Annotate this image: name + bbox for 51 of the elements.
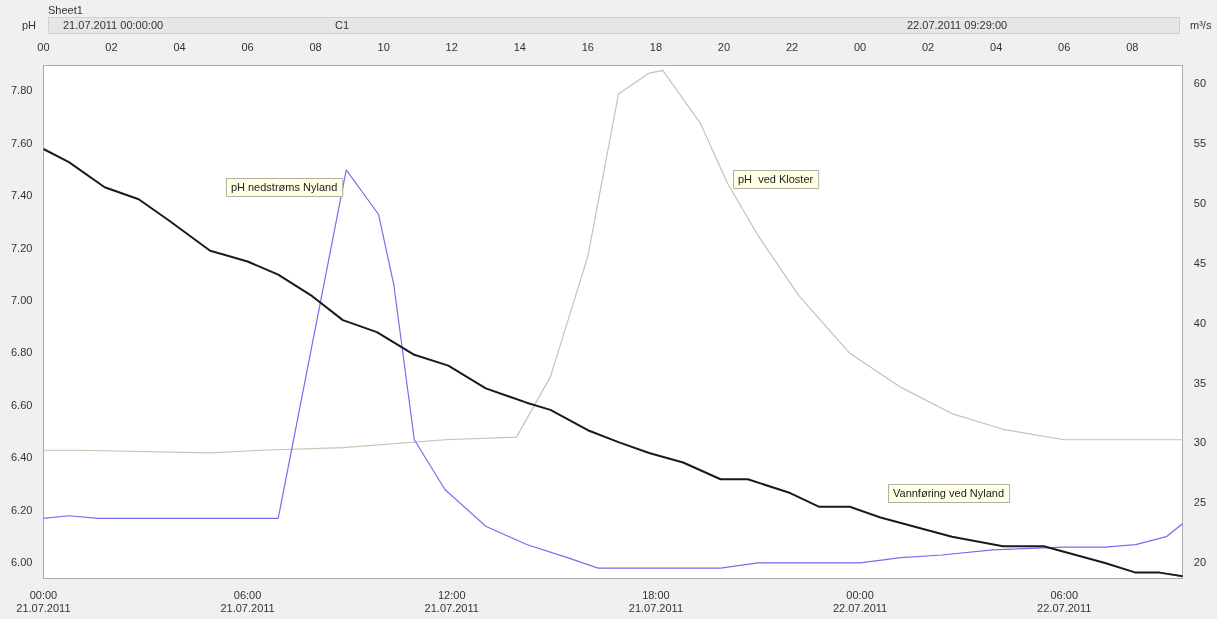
y-tick-label: 6.60 (10, 398, 33, 411)
y2-tick-label: 60 (1193, 77, 1207, 90)
x-tick-label: 06:00 22.07.2011 (1037, 589, 1092, 615)
x2-tick-label: 14 (513, 40, 526, 53)
chart-title: Sheet1 (48, 4, 83, 16)
y2-tick-label: 30 (1193, 436, 1207, 449)
x2-tick-label: 00 (853, 40, 867, 53)
x-tick-label: 00:00 22.07.2011 (832, 589, 888, 615)
x2-tick-label: 08 (309, 40, 322, 53)
y-tick-label: 7.40 (10, 189, 33, 202)
x2-tick-label: 00 (37, 40, 50, 53)
x2-tick-label: 02 (922, 40, 935, 53)
x2-tick-label: 10 (377, 40, 390, 53)
y-tick-label: 6.40 (10, 451, 33, 464)
text: 22.07.2011 09:29:00 (907, 19, 1008, 31)
x2-tick-label: 18 (649, 40, 663, 53)
text: C1 (335, 19, 350, 31)
x2-tick-label: 20 (717, 40, 731, 53)
x-tick-label: 12:00 21.07.2011 (424, 589, 479, 615)
x-tick-label: 18:00 21.07.2011 (628, 589, 684, 615)
x2-tick-label: 22 (785, 40, 799, 53)
series-label: pH ved Kloster (738, 173, 814, 186)
y2-tick-label: 40 (1193, 316, 1207, 329)
x2-tick-label: 12 (445, 40, 458, 53)
x-tick-label: 06:00 21.07.2011 (220, 589, 275, 615)
y-tick-label: 7.20 (10, 241, 33, 254)
y-axis-title: pH (22, 19, 37, 31)
y2-tick-label: 25 (1193, 496, 1207, 509)
x2-tick-label: 08 (1126, 40, 1139, 53)
y-tick-label: 7.00 (10, 293, 33, 306)
text: 21.07.2011 00:00:00 (63, 19, 164, 31)
y-tick-label: 6.80 (10, 346, 33, 359)
y-tick-label: 6.20 (10, 503, 33, 516)
x2-tick-label: 06 (241, 40, 254, 53)
y2-tick-label: 55 (1193, 137, 1207, 150)
x-tick-label: 00:00 21.07.2011 (16, 589, 71, 615)
x2-tick-label: 06 (1058, 40, 1071, 53)
y2-axis-title: m³/s (1190, 19, 1212, 31)
series-label: Vannføring ved Nyland (893, 487, 1005, 500)
x2-tick-label: 04 (173, 40, 186, 53)
series-label: pH nedstrøms Nyland (230, 181, 338, 194)
y-tick-label: 7.80 (10, 84, 33, 97)
y-tick-label: 6.00 (10, 555, 33, 568)
y2-tick-label: 50 (1193, 197, 1207, 210)
y2-tick-label: 35 (1193, 376, 1207, 389)
x2-tick-label: 16 (581, 40, 594, 53)
x2-tick-label: 04 (990, 40, 1003, 53)
y2-tick-label: 20 (1193, 556, 1207, 569)
y2-tick-label: 45 (1193, 256, 1207, 269)
x2-tick-label: 02 (105, 40, 118, 53)
y-tick-label: 7.60 (10, 136, 33, 149)
